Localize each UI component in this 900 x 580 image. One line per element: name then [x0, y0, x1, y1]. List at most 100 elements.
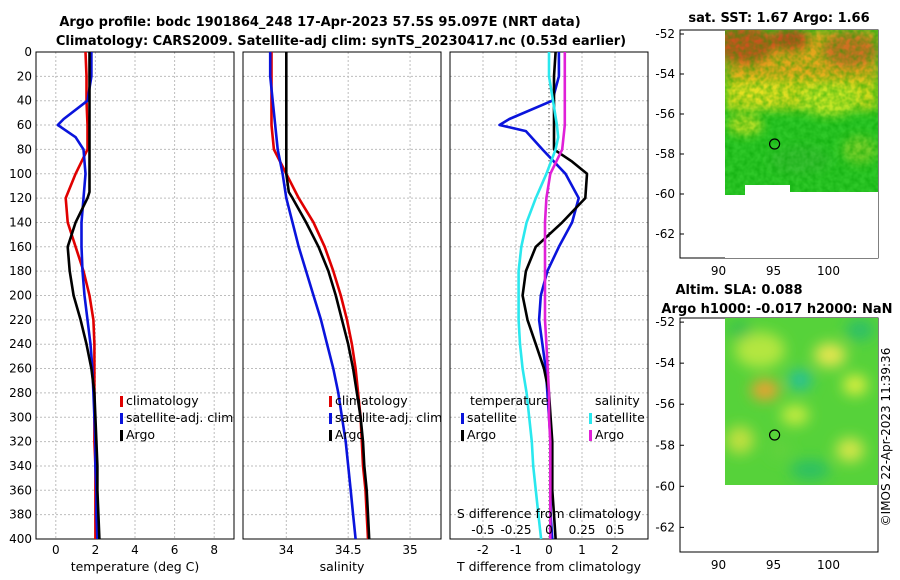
x-tick-label: 34.5	[335, 543, 362, 557]
map-y-tick-label: -54	[655, 356, 675, 370]
legend-title-temperature: temperature	[470, 393, 549, 408]
top-x-tick-label: 0.5	[605, 523, 624, 537]
x-tick-label: -1	[510, 543, 522, 557]
x-tick-label: -2	[477, 543, 489, 557]
map-y-tick-label: -60	[655, 187, 675, 201]
map-x-tick-label: 100	[817, 558, 840, 572]
legend-title-salinity: salinity	[595, 393, 640, 408]
top-x-tick-label: 0	[545, 523, 553, 537]
map-y-tick-label: -56	[655, 107, 675, 121]
legend-label: satellite	[467, 410, 517, 425]
y-tick-label: 180	[9, 264, 32, 278]
x-tick-label: 1	[578, 543, 586, 557]
y-tick-label: 120	[9, 191, 32, 205]
top-x-tick-label: -0.5	[471, 523, 494, 537]
x-tick-label: 2	[611, 543, 619, 557]
top-x-tick-label: -0.25	[500, 523, 531, 537]
map-y-tick-label: -52	[655, 315, 675, 329]
sla-map-panel: Altim. SLA: 0.088 Argo h1000: -0.017 h20…	[655, 283, 892, 572]
y-tick-label: 160	[9, 240, 32, 254]
y-tick-label: 340	[9, 459, 32, 473]
sla-field	[725, 318, 878, 485]
argo-position-marker	[768, 138, 781, 150]
map-y-tick-label: -60	[655, 479, 675, 493]
map-y-tick-label: -62	[655, 520, 675, 534]
salinity-difference-xlabel: S difference from climatology	[457, 506, 642, 521]
legend-label: satellite	[595, 410, 645, 425]
legend-label: Argo	[595, 427, 624, 442]
legend-swatch	[329, 396, 332, 407]
legend-label: satellite-adj. clim	[126, 410, 233, 425]
legend-swatch	[120, 430, 123, 441]
y-tick-label: 220	[9, 313, 32, 327]
x-tick-label: 35	[402, 543, 417, 557]
y-tick-label: 60	[17, 118, 32, 132]
sst-map-title: sat. SST: 1.67 Argo: 1.66	[688, 11, 869, 26]
x-tick-label: 8	[210, 543, 218, 557]
map-x-tick-label: 90	[711, 264, 726, 278]
legend-swatch	[589, 413, 592, 424]
y-tick-label: 400	[9, 532, 32, 546]
sst-field	[725, 30, 878, 195]
map-y-tick-label: -56	[655, 397, 675, 411]
credit-text: ©IMOS 22-Apr-2023 11:39:36	[879, 348, 893, 527]
series-line-satellite-adj-clim	[56, 52, 99, 540]
y-tick-label: 380	[9, 508, 32, 522]
temperature-panel: 0 2 4 6 8 0 20 40 60 80 100 120 140 160 180 200 220 240 2…	[9, 45, 235, 574]
y-tick-label: 100	[9, 167, 32, 181]
legend-label: Argo	[335, 427, 364, 442]
x-tick-label: 4	[131, 543, 139, 557]
series-line-salinity-satellite	[517, 52, 560, 540]
map-y-tick-label: -62	[655, 227, 675, 241]
map-x-tick-label: 90	[711, 558, 726, 572]
map-y-tick-label: -54	[655, 67, 675, 81]
salinity-panel: 34 34.5 35 salinity climatology satellite-a…	[242, 51, 442, 574]
y-tick-label: 0	[24, 45, 32, 59]
x-tick-label: 0	[545, 543, 553, 557]
title-line-2: Climatology: CARS2009. Satellite-adj cli…	[56, 34, 626, 49]
y-tick-label: 80	[17, 142, 32, 156]
y-tick-label: 300	[9, 410, 32, 424]
x-tick-label: 6	[171, 543, 179, 557]
map-x-tick-label: 100	[817, 264, 840, 278]
salinity-axes-frame	[242, 51, 442, 540]
x-tick-label: 34	[279, 543, 294, 557]
map-y-tick-label: -58	[655, 147, 675, 161]
legend-label: climatology	[335, 393, 408, 408]
map-y-tick-label: -58	[655, 438, 675, 452]
series-line-satellite-adj-clim	[268, 52, 357, 540]
y-tick-label: 140	[9, 215, 32, 229]
y-tick-label: 240	[9, 337, 32, 351]
series-line-salinity-argo	[543, 52, 567, 539]
legend-swatch	[329, 430, 332, 441]
map-y-tick-label: -52	[655, 27, 675, 41]
difference-panel: -2 -1 0 1 2 -0.5 -0.25 0 0.25 0.5 S difference f…	[449, 51, 649, 574]
legend-swatch	[120, 413, 123, 424]
legend-swatch	[329, 413, 332, 424]
y-tick-label: 200	[9, 289, 32, 303]
sla-map-title-1: Altim. SLA: 0.088	[676, 283, 803, 298]
y-tick-label: 320	[9, 435, 32, 449]
series-line-argo	[284, 52, 371, 540]
legend-label: Argo	[126, 427, 155, 442]
series-line-argo	[66, 52, 101, 540]
y-tick-label: 40	[17, 94, 32, 108]
title-line-1: Argo profile: bodc 1901864_248 17-Apr-20…	[59, 15, 580, 30]
temperature-axes-frame	[35, 51, 235, 540]
x-tick-label: 0	[52, 543, 60, 557]
temperature-difference-xlabel: T difference from climatology	[456, 559, 642, 574]
argo-position-marker	[768, 429, 781, 441]
salinity-xlabel: salinity	[320, 559, 365, 574]
top-x-tick-label: 0.25	[569, 523, 596, 537]
legend-swatch	[461, 430, 464, 441]
legend-swatch	[589, 430, 592, 441]
x-tick-label: 2	[92, 543, 100, 557]
temperature-xlabel: temperature (deg C)	[71, 559, 200, 574]
map-x-tick-label: 95	[766, 558, 781, 572]
y-tick-label: 260	[9, 362, 32, 376]
legend-swatch	[120, 396, 123, 407]
sst-map-panel: sat. SST: 1.67 Argo: 1.66 90 95 100 -52 -54…	[655, 11, 879, 278]
y-tick-label: 20	[17, 69, 32, 83]
legend-swatch	[461, 413, 464, 424]
